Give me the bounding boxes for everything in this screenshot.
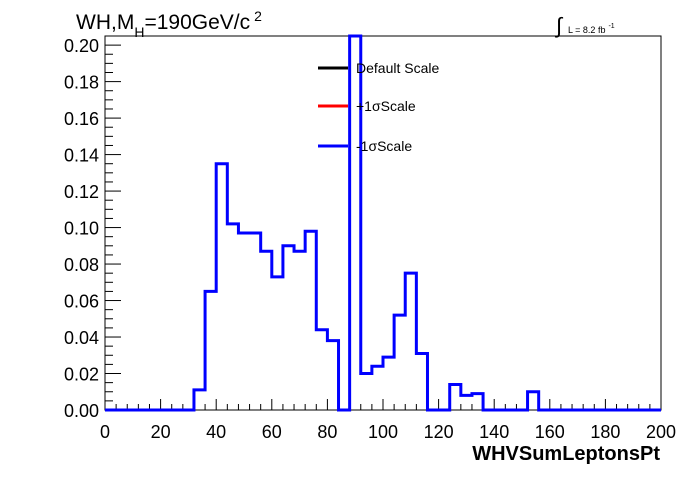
plot-frame <box>104 35 662 411</box>
legend-label-default: Default Scale <box>356 60 439 76</box>
lumi-label-main: L = 8.2 fb <box>568 25 605 35</box>
legend: Default Scale +1σScale -1σScale <box>318 60 439 154</box>
x-axis: 0 20 40 60 80 100 120 140 160 180 200 <box>100 399 676 442</box>
x-tick-label: 160 <box>535 422 565 442</box>
y-tick-label: 0.06 <box>64 292 99 312</box>
x-axis-title: WHVSumLeptonsPt <box>472 443 660 465</box>
chart-title-main: WH,M <box>76 11 134 34</box>
lumi-label: L = 8.2 fb -1 <box>568 23 615 35</box>
x-tick-label: 60 <box>262 422 282 442</box>
y-tick-label: 0.02 <box>64 365 99 385</box>
legend-label-plus1sigma: +1σScale <box>356 98 416 114</box>
y-tick-label: 0.20 <box>64 36 99 56</box>
x-tick-label: 20 <box>151 422 171 442</box>
y-tick-label: 0.00 <box>64 401 99 421</box>
x-tick-label: 0 <box>100 422 110 442</box>
chart-title-superscript: 2 <box>254 8 262 24</box>
y-tick-label: 0.10 <box>64 219 99 239</box>
x-tick-label: 180 <box>590 422 620 442</box>
chart-title: WH,MH=190GeV/c 2 <box>76 8 262 40</box>
y-axis: 0.00 0.02 0.04 0.06 0.08 0.10 0.12 0.14 0.16 0.18… <box>64 36 121 421</box>
y-tick-label: 0.08 <box>64 255 99 275</box>
lumi-label-superscript: -1 <box>608 23 614 30</box>
y-tick-label: 0.18 <box>64 73 99 93</box>
y-tick-label: 0.16 <box>64 109 99 129</box>
y-tick-label: 0.04 <box>64 328 99 348</box>
x-tick-label: 140 <box>479 422 509 442</box>
series-layer <box>105 34 661 412</box>
x-tick-label: 40 <box>206 422 226 442</box>
y-tick-label: 0.12 <box>64 182 99 202</box>
legend-label-minus1sigma: -1σScale <box>356 138 412 154</box>
chart-title-rest: =190GeV/c <box>144 11 250 34</box>
x-tick-label: 100 <box>368 422 398 442</box>
x-tick-label: 200 <box>646 422 676 442</box>
chart-title-subscript: H <box>134 24 144 40</box>
y-tick-label: 0.14 <box>64 146 99 166</box>
x-tick-label: 120 <box>424 422 454 442</box>
integral-sign: ∫ <box>554 13 564 38</box>
x-tick-label: 80 <box>317 422 337 442</box>
series-line <box>105 34 661 412</box>
